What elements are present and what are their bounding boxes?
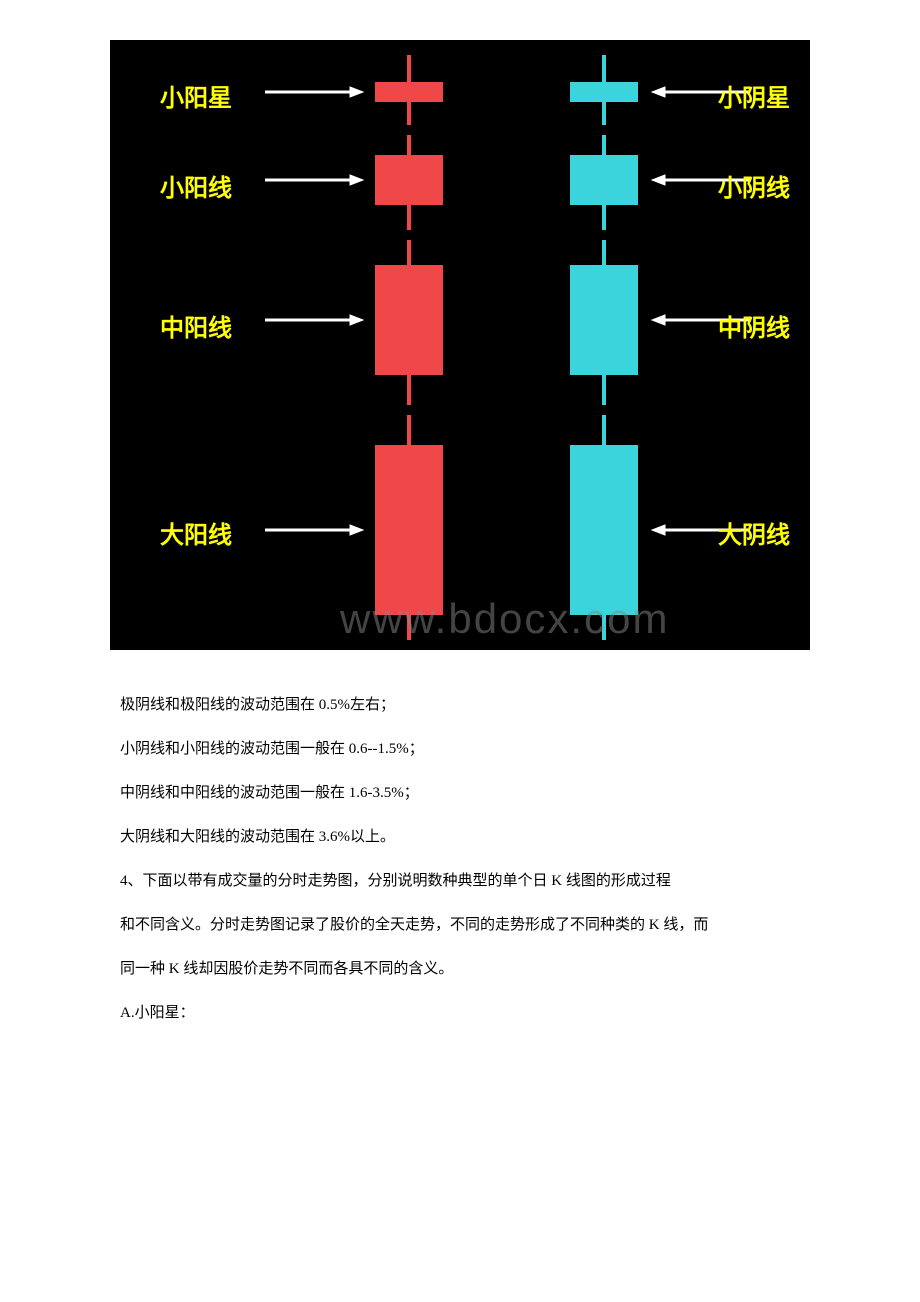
candle-body-mid-yang: [375, 265, 443, 375]
watermark-text: www.bdocx.com: [340, 595, 669, 643]
candle-body-large-yang: [375, 445, 443, 615]
para-5: 4、下面以带有成交量的分时走势图，分别说明数种典型的单个日 K 线图的形成过程: [90, 866, 830, 896]
label-large-yang: 大阳线: [160, 515, 232, 550]
label-mid-yin: 中阴线: [718, 308, 790, 343]
para-8: A.小阳星：: [90, 998, 830, 1028]
text-content: 极阴线和极阳线的波动范围在 0.5%左右； 小阴线和小阳线的波动范围一般在 0.…: [50, 690, 870, 1028]
label-mid-yang: 中阳线: [160, 308, 232, 343]
label-small-yang: 小阳线: [160, 168, 232, 203]
para-6: 和不同含义。分时走势图记录了股价的全天走势，不同的走势形成了不同种类的 K 线，…: [90, 910, 830, 940]
candle-body-small-yin-star: [570, 82, 638, 102]
para-7: 同一种 K 线却因股价走势不同而各具不同的含义。: [90, 954, 830, 984]
candlestick-svg: [110, 40, 810, 650]
label-small-yin-star: 小阴星: [718, 78, 790, 113]
candle-body-small-yang: [375, 155, 443, 205]
para-1: 极阴线和极阳线的波动范围在 0.5%左右；: [90, 690, 830, 720]
left-candle-group: [375, 55, 443, 640]
label-small-yin: 小阴线: [718, 168, 790, 203]
label-small-yang-star: 小阳星: [160, 78, 232, 113]
para-4: 大阴线和大阳线的波动范围在 3.6%以上。: [90, 822, 830, 852]
candle-body-small-yin: [570, 155, 638, 205]
candlestick-diagram: 小阳星 小阳线 中阳线 大阳线 小阴星 小阴线 中阴线 大阴线 www.bdoc…: [110, 40, 810, 650]
candle-body-large-yin: [570, 445, 638, 615]
label-large-yin: 大阴线: [718, 515, 790, 550]
para-2: 小阴线和小阳线的波动范围一般在 0.6--1.5%；: [90, 734, 830, 764]
left-arrows: [265, 87, 363, 535]
candle-body-mid-yin: [570, 265, 638, 375]
right-candle-group: [570, 55, 638, 640]
candle-body-small-yang-star: [375, 82, 443, 102]
para-3: 中阴线和中阳线的波动范围一般在 1.6-3.5%；: [90, 778, 830, 808]
